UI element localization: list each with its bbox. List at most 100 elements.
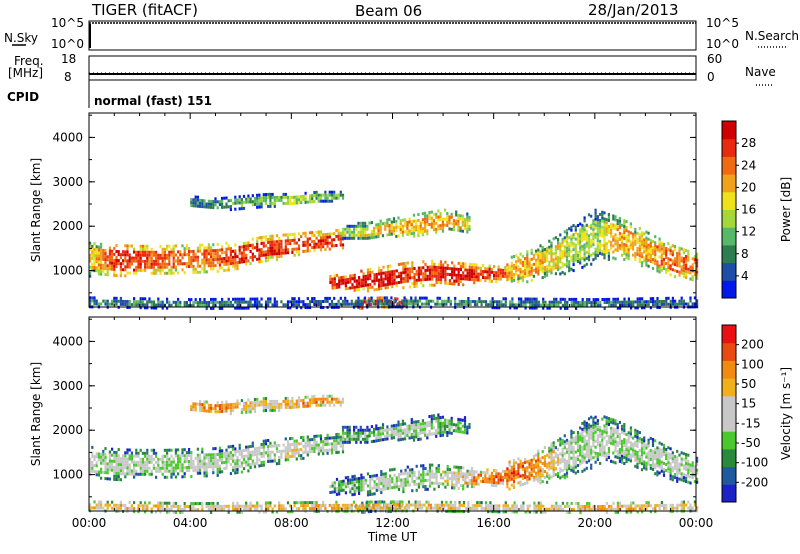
- heatmap-cell: [271, 459, 274, 463]
- heatmap-cell: [433, 274, 436, 278]
- heatmap-cell: [373, 430, 376, 434]
- heatmap-cell: [696, 305, 699, 309]
- heatmap-cell: [408, 285, 412, 289]
- heatmap-cell: [315, 196, 318, 200]
- heatmap-cell: [289, 201, 292, 205]
- heatmap-cell: [590, 226, 593, 230]
- heatmap-cell: [557, 241, 560, 244]
- heatmap-cell: [614, 224, 617, 228]
- heatmap-cell: [585, 442, 588, 446]
- heatmap-cell: [660, 250, 663, 254]
- heatmap-cell: [364, 280, 367, 284]
- heatmap-cell: [286, 455, 290, 459]
- heatmap-cell: [273, 246, 276, 250]
- heatmap-cell: [441, 427, 444, 431]
- heatmap-cell: [183, 466, 186, 470]
- heatmap-cell: [517, 457, 520, 461]
- heatmap-cell: [581, 301, 584, 304]
- heatmap-cell: [344, 236, 347, 240]
- heatmap-cell: [295, 457, 298, 461]
- heatmap-cell: [379, 426, 382, 430]
- heatmap-cell: [390, 430, 393, 434]
- heatmap-cell: [603, 445, 606, 449]
- heatmap-cell: [537, 266, 540, 270]
- heatmap-cell: [623, 243, 626, 246]
- heatmap-cell: [183, 304, 186, 307]
- heatmap-cell: [117, 253, 120, 257]
- heatmap-cell: [225, 196, 228, 200]
- heatmap-cell: [428, 466, 432, 470]
- heatmap-cell: [398, 303, 401, 307]
- heatmap-cell: [402, 265, 405, 269]
- heatmap-cell: [401, 422, 404, 426]
- heatmap-cell: [139, 259, 142, 263]
- heatmap-cell: [393, 482, 396, 486]
- heatmap-cell: [537, 455, 540, 459]
- heatmap-cell: [137, 259, 140, 263]
- heatmap-cell: [117, 460, 120, 464]
- heatmap-cell: [317, 443, 320, 447]
- heatmap-cell: [568, 236, 571, 240]
- heatmap-cell: [126, 247, 129, 251]
- heatmap-cell: [232, 456, 235, 460]
- heatmap-cell: [596, 437, 599, 441]
- heatmap-cell: [501, 268, 505, 272]
- heatmap-cell: [190, 298, 193, 302]
- heatmap-cell: [381, 429, 385, 433]
- heatmap-cell: [100, 302, 103, 306]
- heatmap-cell: [512, 459, 516, 462]
- heatmap-cell: [421, 212, 424, 216]
- heatmap-cell: [328, 296, 331, 300]
- heatmap-cell: [264, 196, 268, 199]
- heatmap-cell: [146, 454, 149, 458]
- heatmap-cell: [340, 282, 343, 286]
- heatmap-cell: [380, 287, 383, 291]
- heatmap-cell: [535, 249, 538, 253]
- heatmap-cell: [592, 301, 595, 305]
- heatmap-cell: [559, 461, 562, 465]
- heatmap-cell: [168, 448, 171, 452]
- heatmap-cell: [313, 242, 316, 246]
- heatmap-cell: [119, 478, 122, 482]
- heatmap-cell: [630, 300, 633, 304]
- heatmap-cell: [115, 256, 118, 259]
- heatmap-cell: [533, 306, 536, 310]
- heatmap-cell: [93, 248, 96, 252]
- heatmap-cell: [427, 302, 430, 306]
- heatmap-cell: [117, 262, 120, 266]
- heatmap-cell: [93, 254, 96, 258]
- heatmap-cell: [490, 471, 493, 475]
- heatmap-cell: [216, 467, 219, 471]
- heatmap-cell: [361, 431, 365, 435]
- heatmap-cell: [411, 468, 414, 472]
- heatmap-cell: [467, 300, 470, 303]
- heatmap-cell: [603, 424, 606, 428]
- heatmap-cell: [115, 460, 118, 463]
- heatmap-cell: [446, 476, 449, 480]
- heatmap-cell: [133, 472, 136, 476]
- heatmap-cell: [122, 472, 125, 476]
- heatmap-cell: [232, 249, 235, 253]
- heatmap-cell: [344, 233, 347, 237]
- heatmap-cell: [576, 440, 580, 443]
- heatmap-cell: [660, 244, 663, 248]
- heatmap-cell: [420, 269, 423, 273]
- heatmap-cell: [461, 430, 464, 434]
- heatmap-cell: [280, 452, 283, 456]
- heatmap-cell: [473, 278, 476, 282]
- heatmap-cell: [656, 303, 659, 306]
- heatmap-cell: [306, 246, 309, 250]
- heatmap-cell: [535, 261, 538, 265]
- heatmap-cell: [543, 461, 546, 464]
- heatmap-cell: [510, 267, 513, 271]
- heatmap-cell: [117, 478, 120, 482]
- heatmap-cell: [389, 270, 392, 274]
- heatmap-cell: [660, 300, 663, 303]
- heatmap-cell: [168, 457, 171, 461]
- heatmap-cell: [161, 303, 164, 307]
- heatmap-cell: [411, 282, 414, 286]
- heatmap-cell: [331, 283, 334, 287]
- heatmap-cell: [401, 431, 404, 435]
- heatmap-cell: [647, 243, 650, 247]
- heatmap-cell: [612, 250, 615, 254]
